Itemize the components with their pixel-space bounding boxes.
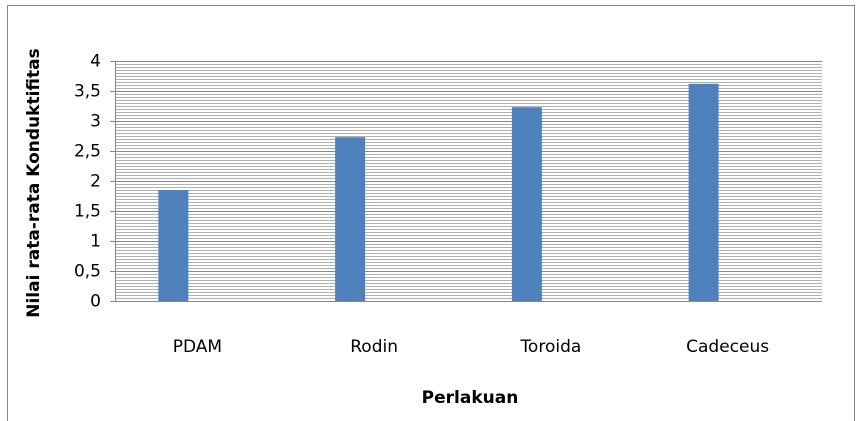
y-tick-label: 1,5 <box>74 202 101 222</box>
y-axis-title: Nilai rata-rata Konduktifitas <box>24 48 44 318</box>
bar <box>511 107 542 301</box>
x-tick-label: PDAM <box>173 337 222 357</box>
y-tick-label: 4 <box>90 52 101 72</box>
y-tick-label: 2 <box>90 172 101 192</box>
x-axis-title: Perlakuan <box>422 388 519 408</box>
y-tick-label: 3 <box>90 112 101 132</box>
y-tick-label: 0 <box>90 292 101 312</box>
y-tick-label: 1 <box>90 232 101 252</box>
y-tick-label: 0,5 <box>74 262 101 282</box>
bar <box>158 190 189 301</box>
x-tick-label: Cadeceus <box>686 337 769 357</box>
y-tick-label: 3,5 <box>74 82 101 102</box>
bar <box>688 83 719 301</box>
y-tick-label: 2,5 <box>74 142 101 162</box>
x-tick-label: Toroida <box>519 337 581 357</box>
bar <box>335 137 366 301</box>
x-tick-label: Rodin <box>350 337 398 357</box>
